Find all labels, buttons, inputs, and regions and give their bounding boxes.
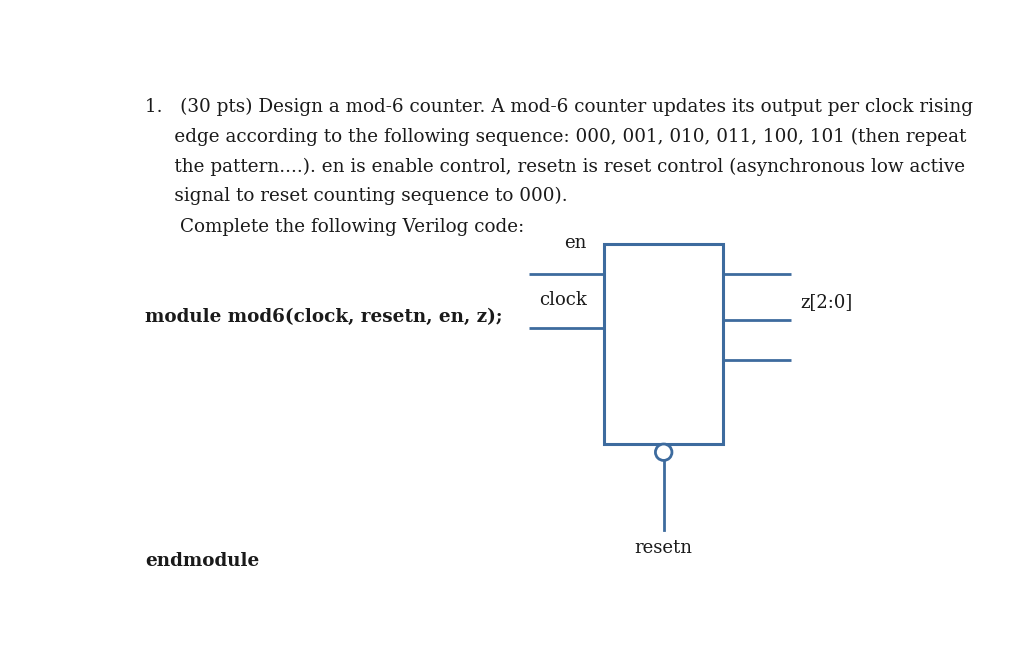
Ellipse shape <box>655 444 672 460</box>
Text: z[2:0]: z[2:0] <box>800 293 852 311</box>
Text: edge according to the following sequence: 000, 001, 010, 011, 100, 101 (then rep: edge according to the following sequence… <box>145 128 967 146</box>
Text: en: en <box>564 234 587 252</box>
Text: signal to reset counting sequence to 000).: signal to reset counting sequence to 000… <box>145 187 568 205</box>
Text: endmodule: endmodule <box>145 551 260 569</box>
Text: clock: clock <box>539 290 587 308</box>
Text: Complete the following Verilog code:: Complete the following Verilog code: <box>179 218 524 236</box>
Bar <box>604 244 723 444</box>
Text: module mod6(clock, resetn, en, z);: module mod6(clock, resetn, en, z); <box>145 308 503 326</box>
Text: resetn: resetn <box>635 539 692 557</box>
Text: 1.   (30 pts) Design a mod-6 counter. A mod-6 counter updates its output per clo: 1. (30 pts) Design a mod-6 counter. A mo… <box>145 98 974 116</box>
Text: the pattern....). en is enable control, resetn is reset control (asynchronous lo: the pattern....). en is enable control, … <box>145 157 966 176</box>
